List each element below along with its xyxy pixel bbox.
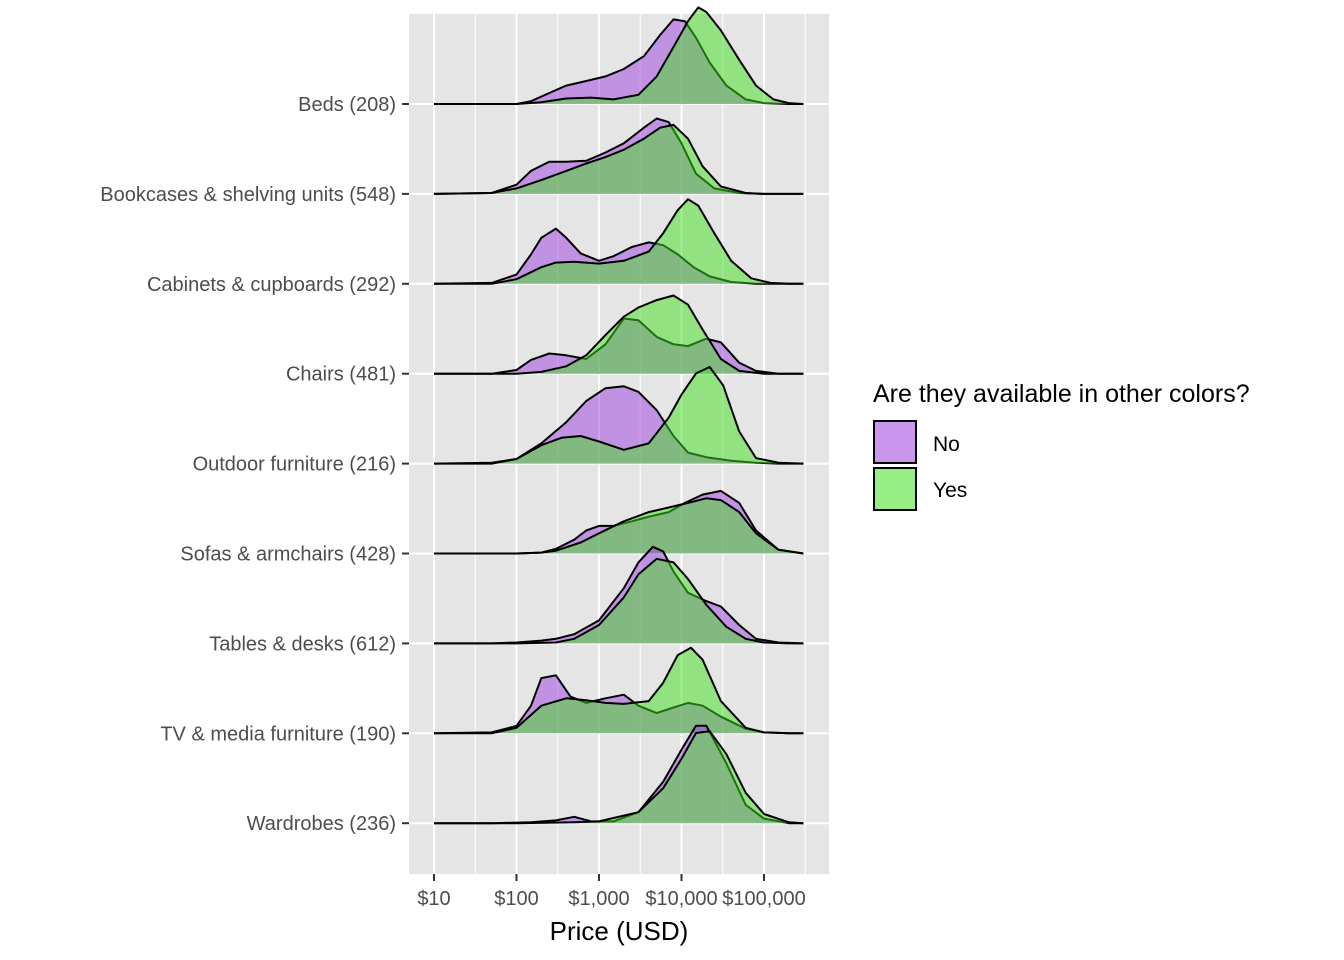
density-area-no	[434, 386, 804, 464]
legend-key-yes	[873, 467, 917, 511]
density-area-yes	[434, 7, 804, 104]
ridge-group	[434, 545, 804, 645]
density-line-no	[434, 545, 804, 645]
category-label: Outdoor furniture (216)	[193, 454, 396, 476]
ridge-group	[434, 6, 804, 105]
category-label: Beds (208)	[298, 94, 396, 116]
ridge-group	[434, 294, 804, 375]
legend: Are they available in other colors? No Y…	[873, 380, 1250, 511]
ridge-group	[433, 366, 804, 465]
x-tick-label: $10	[417, 888, 450, 910]
category-label: Cabinets & cupboards (292)	[147, 274, 396, 296]
density-area-yes	[434, 367, 804, 464]
density-ridges	[433, 6, 804, 825]
x-tick-label: $10,000	[645, 888, 717, 910]
category-label: Sofas & armchairs (428)	[180, 544, 396, 566]
x-axis-title: Price (USD)	[550, 916, 689, 946]
legend-label-no: No	[933, 433, 960, 456]
density-line-yes	[434, 557, 804, 645]
density-area-yes	[434, 647, 804, 734]
density-line-yes	[434, 497, 804, 555]
density-line-yes	[434, 646, 804, 735]
price-axis: $10 $100 $1,000 $10,000 $100,000	[417, 874, 806, 910]
legend-key-no	[873, 420, 917, 464]
density-line-yes	[434, 366, 804, 465]
x-tick-label: $100	[494, 888, 539, 910]
category-label: Chairs (481)	[286, 364, 396, 386]
density-area-yes	[434, 295, 804, 374]
legend-title: Are they available in other colors?	[873, 380, 1250, 408]
category-label: TV & media furniture (190)	[160, 723, 396, 745]
category-axis: Wardrobes (236) TV & media furniture (190…	[100, 94, 409, 835]
category-label: Bookcases & shelving units (548)	[100, 184, 396, 206]
density-line-yes	[434, 198, 804, 285]
ridge-group	[434, 489, 804, 555]
density-area-no	[434, 228, 804, 284]
ridge-group	[434, 724, 804, 825]
density-area-yes	[434, 558, 804, 644]
category-label: Wardrobes (236)	[247, 813, 396, 835]
density-area-yes	[434, 498, 804, 554]
category-label: Tables & desks (612)	[209, 633, 396, 655]
ridge-group	[433, 117, 804, 195]
density-line-yes	[433, 123, 804, 195]
density-line-yes	[434, 6, 804, 105]
density-line-yes	[434, 730, 804, 825]
ridge-group	[433, 646, 804, 735]
density-line-yes	[434, 294, 804, 375]
density-area-yes	[434, 199, 804, 284]
legend-label-yes: Yes	[933, 479, 967, 502]
density-area-yes	[434, 731, 804, 824]
x-tick-label: $1,000	[568, 888, 629, 910]
x-tick-label: $100,000	[722, 888, 805, 910]
ridge-group	[433, 198, 804, 285]
